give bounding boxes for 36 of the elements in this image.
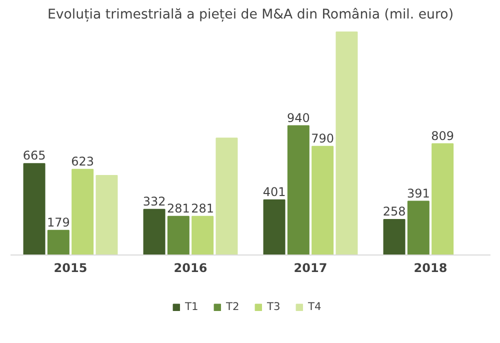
data-label: 623 — [71, 154, 94, 168]
x-tick-label: 2015 — [54, 261, 88, 276]
data-label: 332 — [142, 194, 166, 208]
data-label: 179 — [46, 215, 70, 230]
bar — [72, 168, 94, 256]
bar — [336, 31, 358, 256]
bar — [432, 143, 454, 256]
bar — [192, 216, 214, 256]
data-label: 281 — [166, 201, 190, 216]
bar — [216, 138, 238, 256]
bar — [407, 200, 430, 256]
bar — [167, 216, 190, 256]
legend-label: T2 — [226, 300, 240, 313]
data-label: 258 — [382, 204, 406, 219]
data-label: 391 — [406, 186, 430, 200]
legend-label: T3 — [267, 300, 282, 313]
bar — [287, 125, 310, 256]
bar — [47, 230, 70, 256]
bar — [312, 146, 334, 256]
data-label: 665 — [22, 148, 46, 163]
bar — [143, 208, 166, 256]
data-label: 401 — [262, 184, 286, 199]
chart-title: Evoluția trimestrială a pieței de M&A din România (mil. euro) — [47, 8, 454, 22]
legend-label: T4 — [308, 300, 322, 313]
bar — [263, 199, 286, 256]
data-label: 940 — [286, 110, 310, 125]
legend-label: T1 — [185, 300, 200, 313]
bar — [23, 163, 46, 256]
x-tick-label: 2016 — [174, 261, 208, 276]
bar — [383, 219, 406, 256]
data-label: 790 — [311, 131, 334, 146]
x-tick-label: 2017 — [294, 261, 328, 276]
data-label: 809 — [431, 128, 454, 143]
bar — [96, 175, 118, 256]
x-tick-label: 2018 — [414, 261, 448, 276]
data-label: 281 — [191, 201, 214, 216]
